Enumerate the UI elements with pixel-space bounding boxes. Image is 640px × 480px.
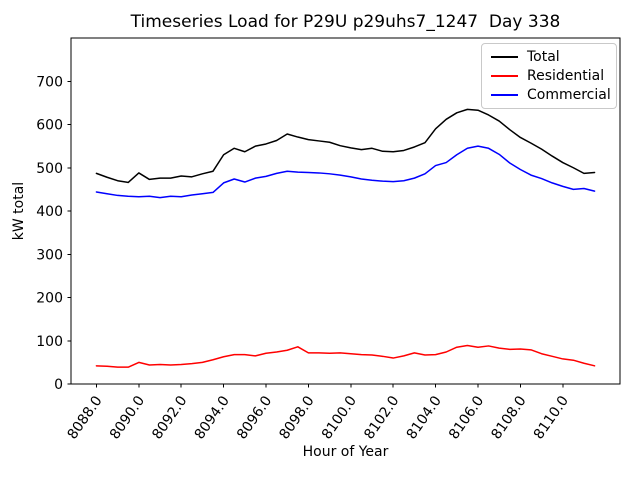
legend-line-residential [491, 74, 518, 77]
x-tick-label: 8090.0 [107, 393, 148, 442]
legend-label-commercial: Commercial [527, 87, 611, 104]
x-tick-label: 8096.0 [234, 393, 275, 442]
legend-line-commercial [491, 94, 518, 97]
legend: Total Residential Commercial [481, 43, 617, 109]
x-tick-label: 8092.0 [149, 393, 190, 442]
y-axis-label: kW total [11, 181, 27, 241]
y-tick-label: 200 [36, 291, 63, 307]
plot-border [70, 37, 621, 385]
series-line-commercial [95, 145, 596, 199]
x-tick-label: 8110.0 [531, 393, 572, 442]
y-tick-label: 600 [36, 118, 63, 134]
x-tick-label: 8098.0 [276, 393, 317, 442]
chart-title: Timeseries Load for P29U p29uhs7_1247 Da… [130, 12, 561, 32]
legend-item-commercial: Commercial [482, 86, 616, 105]
x-tick-label: 8106.0 [446, 393, 487, 442]
y-tick-label: 300 [36, 247, 63, 263]
x-axis-label: Hour of Year [302, 444, 389, 460]
legend-item-residential: Residential [482, 66, 616, 85]
x-tick-label: 8104.0 [404, 393, 445, 442]
x-tick-label: 8100.0 [319, 393, 360, 442]
series-line-total [95, 108, 596, 184]
x-tick-label: 8108.0 [488, 393, 529, 442]
legend-label-total: Total [527, 48, 560, 65]
legend-line-total [491, 55, 518, 58]
legend-item-total: Total [482, 47, 616, 66]
legend-label-residential: Residential [527, 67, 605, 84]
y-tick-label: 100 [36, 334, 63, 350]
y-tick-label: 700 [36, 74, 63, 90]
y-tick-label: 500 [36, 161, 63, 177]
y-tick-label: 400 [36, 204, 63, 220]
x-tick-label: 8102.0 [361, 393, 402, 442]
x-tick-label: 8088.0 [65, 393, 106, 442]
series-line-residential [95, 344, 596, 368]
y-tick-label: 0 [54, 377, 63, 393]
x-tick-label: 8094.0 [192, 393, 233, 442]
